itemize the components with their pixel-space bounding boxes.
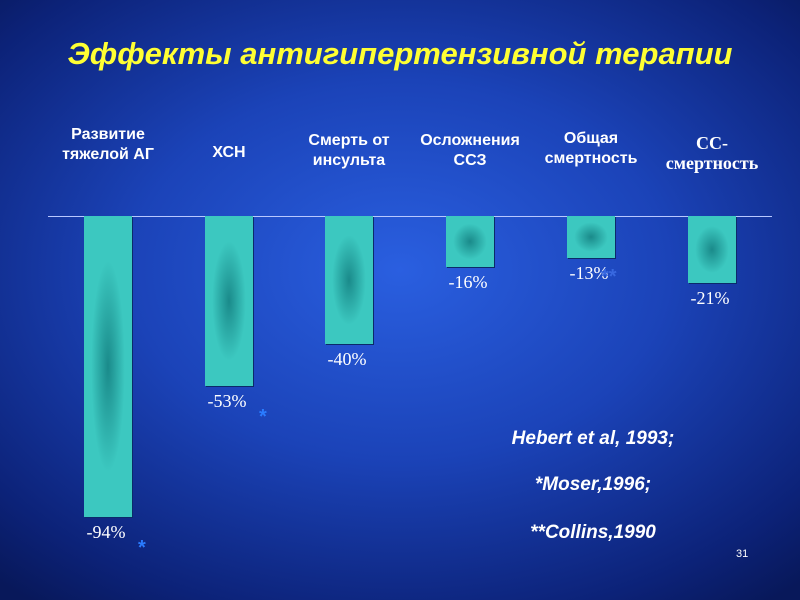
category-label: Развитие тяжелой АГ: [62, 126, 154, 163]
value-label: -21%: [690, 288, 730, 309]
significance-marker: **: [601, 265, 617, 288]
value-label: -40%: [327, 349, 367, 369]
category-label: Общая смертность: [544, 130, 638, 167]
category-label: СС- смертность: [665, 133, 759, 173]
source-note: Hebert et al, 1993;: [511, 428, 675, 449]
bar: [84, 216, 132, 517]
bar: [325, 216, 373, 344]
slide-number: 31: [736, 548, 749, 560]
bar: [446, 216, 494, 268]
category-label: Осложнения ССЗ: [420, 132, 520, 169]
source-note: **Collins,1990: [530, 522, 656, 543]
baseline: [48, 216, 772, 217]
bar: [688, 216, 736, 284]
value-label: -13%: [569, 262, 609, 283]
value-label: -94%: [86, 521, 126, 542]
category-label: ХСН: [212, 144, 246, 161]
significance-marker: *: [259, 405, 267, 428]
value-label: -16%: [448, 272, 488, 293]
value-label: -53%: [207, 390, 247, 411]
category-label: Смерть от инсульта: [308, 132, 390, 169]
significance-marker: *: [138, 536, 146, 559]
chart-title: Эффекты антигипертензивной терапии: [67, 36, 733, 71]
bar: [205, 216, 253, 386]
bar: [567, 216, 615, 258]
source-note: *Moser,1996;: [534, 474, 652, 495]
